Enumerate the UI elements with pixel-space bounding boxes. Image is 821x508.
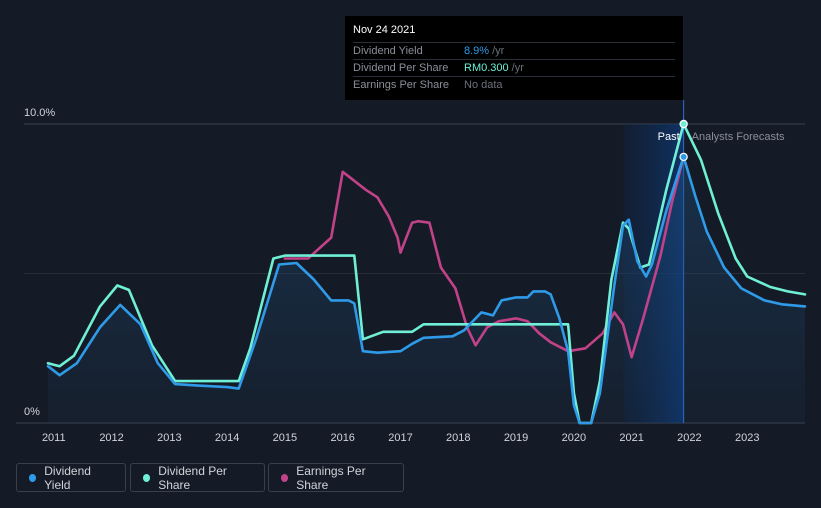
tooltip-unit: /yr [492,45,505,57]
region-labels: Past Analysts Forecasts [658,131,785,143]
legend-dividend-yield[interactable]: Dividend Yield [16,463,126,492]
legend-earnings-per-share[interactable]: Earnings Per Share [268,463,404,492]
legend-label: Dividend Yield [44,463,91,492]
tooltip-unit: /yr [511,62,524,74]
x-tick-label: 2012 [99,432,123,444]
dividend-yield-area [48,156,805,423]
past-label: Past [658,131,680,143]
dividend-yield-line [46,155,807,425]
tooltip-row-dividend-per-share: Dividend Per Share RM0.300/yr [353,59,675,76]
x-tick-label: 2019 [504,432,528,444]
dividend-per-share-line [46,122,807,425]
tooltip-row-earnings-per-share: Earnings Per Share No data [353,76,675,93]
x-tick-label: 2023 [735,432,759,444]
x-tick-label: 2020 [562,432,586,444]
y-axis-ticks: 10.0% 0% [24,107,55,418]
x-tick-label: 2016 [330,432,354,444]
forecast-label: Analysts Forecasts [692,131,785,143]
y-tick-label: 10.0% [24,107,55,119]
x-tick-label: 2014 [215,432,239,444]
dividend-per-share-marker [679,119,688,129]
x-tick-label: 2018 [446,432,470,444]
tooltip-row-dividend-yield: Dividend Yield 8.9%/yr [353,42,675,59]
tooltip-value: 8.9% [464,45,490,57]
legend-label: Dividend Per Share [158,463,227,492]
series-lines [46,122,807,425]
x-tick-label: 2013 [157,432,181,444]
dividend-yield-fill [48,156,805,423]
tooltip-label: Dividend Yield [353,45,423,57]
x-tick-label: 2021 [619,432,643,444]
legend-dot-icon [281,473,289,482]
hover-tooltip: Nov 24 2021 Dividend Yield 8.9%/yr Divid… [345,16,683,100]
x-tick-label: 2015 [273,432,297,444]
legend-dividend-per-share[interactable]: Dividend Per Share [130,463,265,492]
x-tick-label: 2022 [677,432,701,444]
dividend-yield-marker [679,152,688,162]
x-tick-label: 2011 [42,432,66,444]
x-tick-label: 2017 [388,432,412,444]
tooltip-date: Nov 24 2021 [353,24,416,36]
legend-dot-icon [29,473,37,482]
legend-label: Earnings Per Share [296,463,366,492]
tooltip-label: Earnings Per Share [353,79,449,91]
y-tick-label: 0% [24,406,40,418]
earnings-per-share-line [283,155,685,359]
tooltip-value: No data [464,79,503,91]
tooltip-value: RM0.300 [464,62,509,74]
legend-dot-icon [143,473,151,482]
x-axis-ticks: 2011 2012 2013 2014 2015 2016 2017 2018 2019 2020… [42,432,760,444]
tooltip-label: Dividend Per Share [353,62,449,74]
hover-markers [679,119,688,162]
